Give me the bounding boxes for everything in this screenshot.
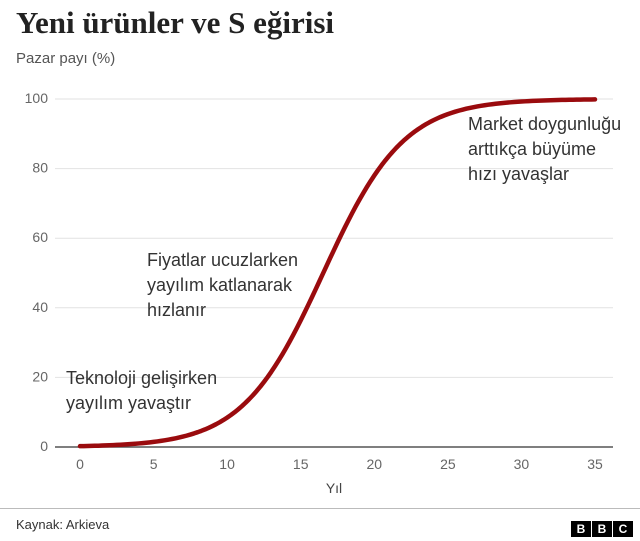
- svg-text:Market doygunluğu arttık: Market doygunluğu arttıkça büyüme hızı y…: [468, 114, 626, 184]
- svg-text:Yıl: Yıl: [326, 480, 342, 496]
- svg-text:15: 15: [293, 456, 309, 472]
- svg-text:35: 35: [587, 456, 603, 472]
- svg-text:30: 30: [514, 456, 530, 472]
- svg-text:80: 80: [32, 160, 48, 176]
- svg-text:60: 60: [32, 229, 48, 245]
- svg-text:20: 20: [367, 456, 383, 472]
- svg-text:100: 100: [25, 90, 49, 106]
- svg-text:40: 40: [32, 299, 48, 315]
- svg-text:25: 25: [440, 456, 456, 472]
- svg-text:20: 20: [32, 368, 48, 384]
- svg-text:0: 0: [76, 456, 84, 472]
- svg-text:Fiyatlar ucuzlarken yayı: Fiyatlar ucuzlarken yayılım katlanarak h…: [147, 250, 303, 320]
- svg-text:5: 5: [150, 456, 158, 472]
- svg-text:Teknoloji gelişirken yay: Teknoloji gelişirken yayılım yavaştır: [66, 368, 222, 413]
- svg-text:0: 0: [40, 438, 48, 454]
- svg-text:10: 10: [219, 456, 235, 472]
